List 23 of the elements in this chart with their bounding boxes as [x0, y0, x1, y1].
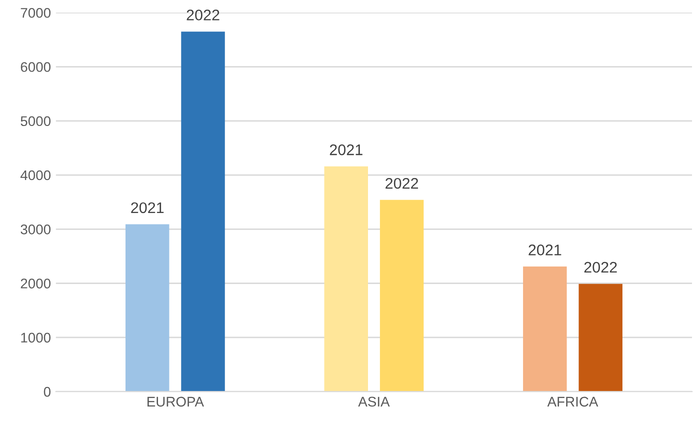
bar	[523, 266, 567, 392]
y-tick-label: 2000	[20, 278, 51, 288]
y-tick-label: 6000	[20, 62, 51, 72]
y-tick-label: 3000	[20, 224, 51, 234]
y-tick-label: 5000	[20, 116, 51, 126]
x-tick-label: AFRICA	[547, 396, 598, 407]
bar	[181, 32, 225, 392]
bar	[578, 284, 622, 392]
y-tick-label: 4000	[20, 170, 51, 180]
y-tick-label: 7000	[20, 8, 51, 18]
x-tick-label: ASIA	[358, 396, 390, 407]
text: 2021	[131, 202, 164, 214]
bar	[125, 224, 170, 392]
text: 2022	[186, 10, 220, 20]
series-label: 2021	[330, 144, 362, 156]
series-label: 2022	[386, 178, 418, 189]
x-tick-label: EUROPA	[148, 396, 204, 407]
y-tick-label: 0	[44, 386, 51, 397]
bar	[324, 166, 368, 392]
text: 2022	[584, 262, 617, 273]
text: 2021	[528, 244, 562, 256]
bar	[380, 200, 424, 392]
y-tick-label: 1000	[21, 332, 51, 343]
